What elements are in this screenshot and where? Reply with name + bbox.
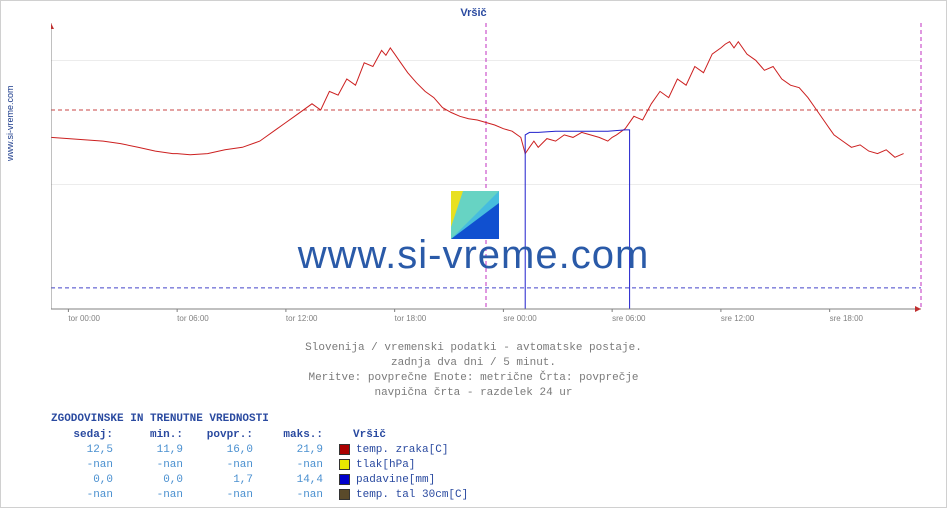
table-cell: -nan bbox=[121, 489, 191, 501]
table-cell: -nan bbox=[51, 489, 121, 501]
legend-label: temp. zraka[C] bbox=[356, 444, 448, 456]
svg-text:tor 18:00: tor 18:00 bbox=[395, 314, 427, 323]
table-row: -nan-nan-nan-nantemp. tal 30cm[C] bbox=[51, 487, 468, 502]
legend-label: padavine[mm] bbox=[356, 474, 435, 486]
table-cell: 0,0 bbox=[121, 474, 191, 486]
table-cell: 1,7 bbox=[191, 474, 261, 486]
svg-text:sre 18:00: sre 18:00 bbox=[830, 314, 864, 323]
table-cell: 0,0 bbox=[51, 474, 121, 486]
table-cell: 21,9 bbox=[261, 444, 331, 456]
legend-swatch bbox=[339, 489, 350, 500]
side-url-label: www.si-vreme.com bbox=[5, 85, 15, 161]
table-location-label: Vršič bbox=[353, 429, 386, 441]
caption-line: navpična črta - razdelek 24 ur bbox=[1, 386, 946, 401]
table-cell: 16,0 bbox=[191, 444, 261, 456]
svg-text:sre 12:00: sre 12:00 bbox=[721, 314, 755, 323]
chart-caption: Slovenija / vremenski podatki - avtomats… bbox=[1, 341, 946, 400]
svg-text:sre 06:00: sre 06:00 bbox=[612, 314, 646, 323]
table-cell: -nan bbox=[121, 459, 191, 471]
chart-plot: 01020tor 00:00tor 06:00tor 12:00tor 18:0… bbox=[51, 23, 931, 323]
legend-label: tlak[hPa] bbox=[356, 459, 415, 471]
table-cell: -nan bbox=[191, 459, 261, 471]
legend-swatch bbox=[339, 474, 350, 485]
series-temp_zraka bbox=[51, 42, 904, 158]
table-cell: -nan bbox=[261, 489, 331, 501]
legend-swatch bbox=[339, 459, 350, 470]
svg-text:tor 00:00: tor 00:00 bbox=[68, 314, 100, 323]
svg-text:sre 00:00: sre 00:00 bbox=[503, 314, 537, 323]
table-col-header: povpr.: bbox=[191, 429, 261, 441]
data-table: ZGODOVINSKE IN TRENUTNE VREDNOSTI sedaj:… bbox=[51, 413, 468, 502]
table-row: 12,511,916,021,9 temp. zraka[C] bbox=[51, 442, 468, 457]
table-cell: 11,9 bbox=[121, 444, 191, 456]
table-row: -nan-nan-nan-nantlak[hPa] bbox=[51, 457, 468, 472]
watermark-logo bbox=[451, 191, 499, 239]
table-col-header: maks.: bbox=[261, 429, 331, 441]
legend-swatch bbox=[339, 444, 350, 455]
svg-text:tor 12:00: tor 12:00 bbox=[286, 314, 318, 323]
caption-line: Slovenija / vremenski podatki - avtomats… bbox=[1, 341, 946, 356]
caption-line: zadnja dva dni / 5 minut. bbox=[1, 356, 946, 371]
table-cell: 12,5 bbox=[51, 444, 121, 456]
table-col-header: min.: bbox=[121, 429, 191, 441]
table-heading: ZGODOVINSKE IN TRENUTNE VREDNOSTI bbox=[51, 413, 468, 425]
caption-line: Meritve: povprečne Enote: metrične Črta:… bbox=[1, 371, 946, 386]
table-row: 0,00,01,714,4padavine[mm] bbox=[51, 472, 468, 487]
table-cell: 14,4 bbox=[261, 474, 331, 486]
watermark-text: www.si-vreme.com bbox=[1, 233, 946, 278]
chart-title: Vršič bbox=[1, 7, 946, 19]
svg-text:tor 06:00: tor 06:00 bbox=[177, 314, 209, 323]
table-cell: -nan bbox=[51, 459, 121, 471]
table-col-header: sedaj: bbox=[51, 429, 121, 441]
table-cell: -nan bbox=[261, 459, 331, 471]
table-cell: -nan bbox=[191, 489, 261, 501]
legend-label: temp. tal 30cm[C] bbox=[356, 489, 468, 501]
